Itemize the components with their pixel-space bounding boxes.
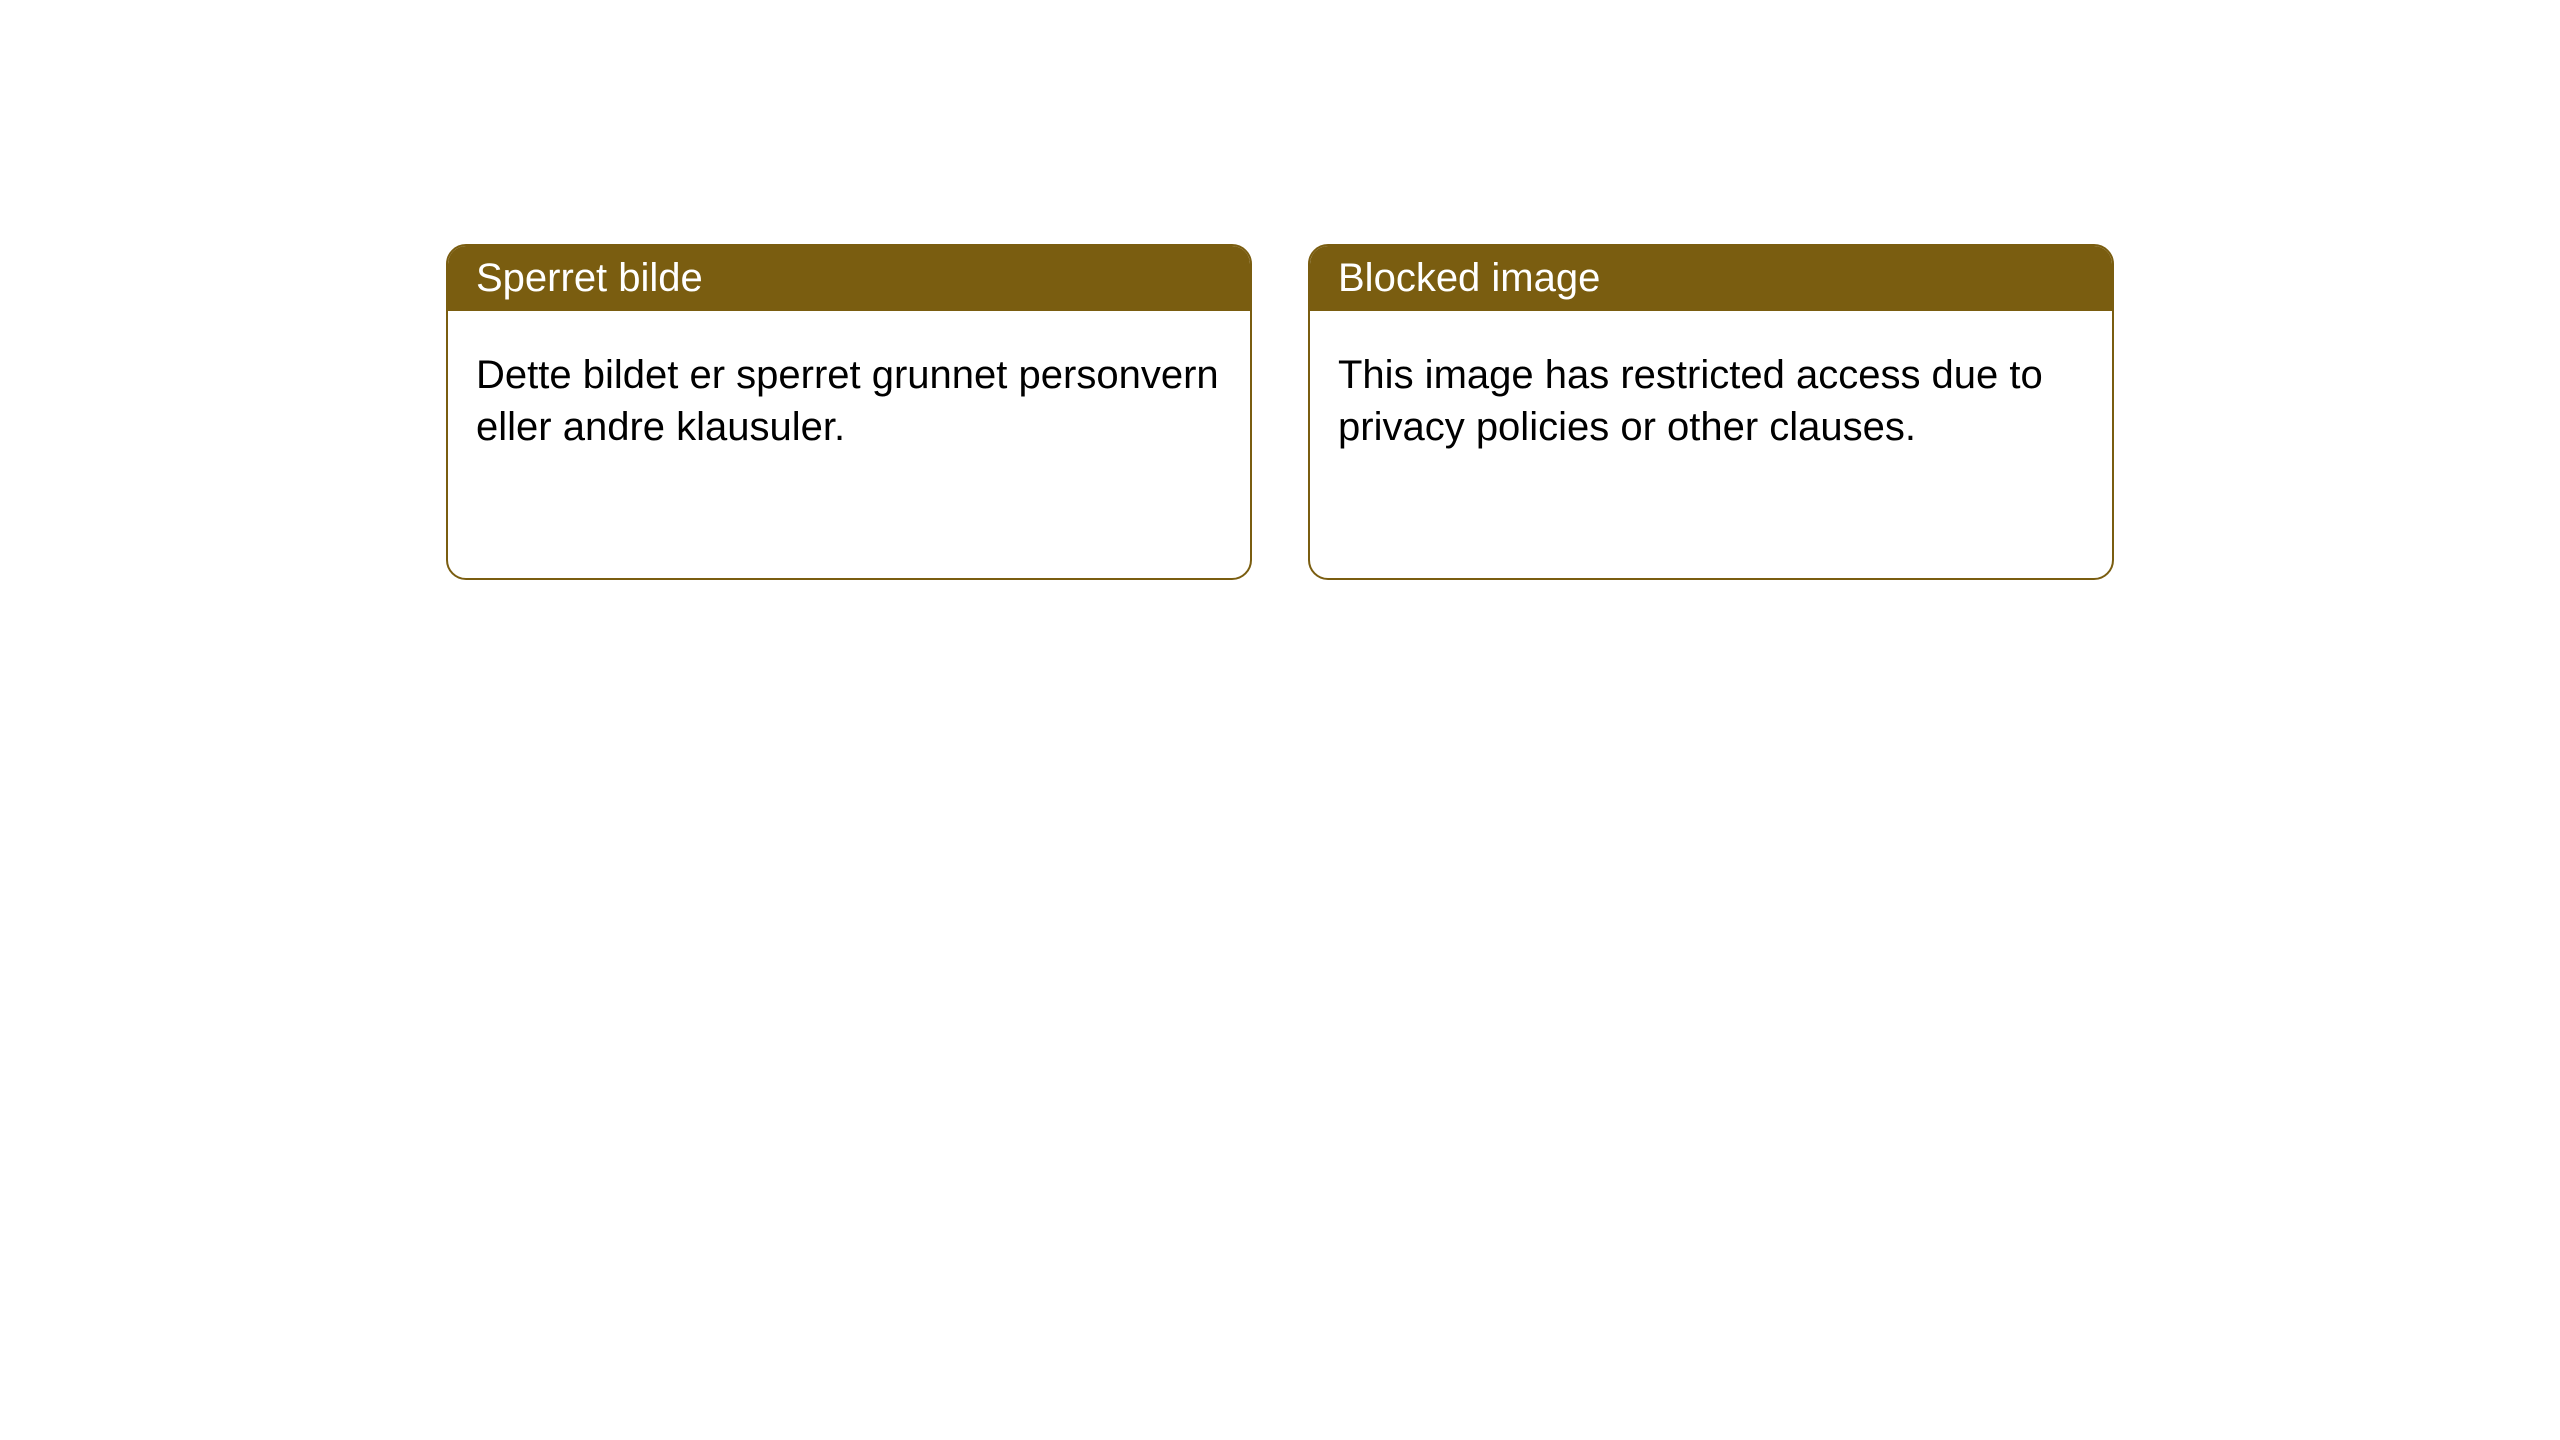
cards-container: Sperret bilde Dette bildet er sperret gr…: [0, 0, 2560, 580]
blocked-image-card-en: Blocked image This image has restricted …: [1308, 244, 2114, 580]
card-body-no: Dette bildet er sperret grunnet personve…: [448, 311, 1250, 491]
card-body-en: This image has restricted access due to …: [1310, 311, 2112, 491]
card-header-en: Blocked image: [1310, 246, 2112, 311]
blocked-image-card-no: Sperret bilde Dette bildet er sperret gr…: [446, 244, 1252, 580]
card-header-no: Sperret bilde: [448, 246, 1250, 311]
